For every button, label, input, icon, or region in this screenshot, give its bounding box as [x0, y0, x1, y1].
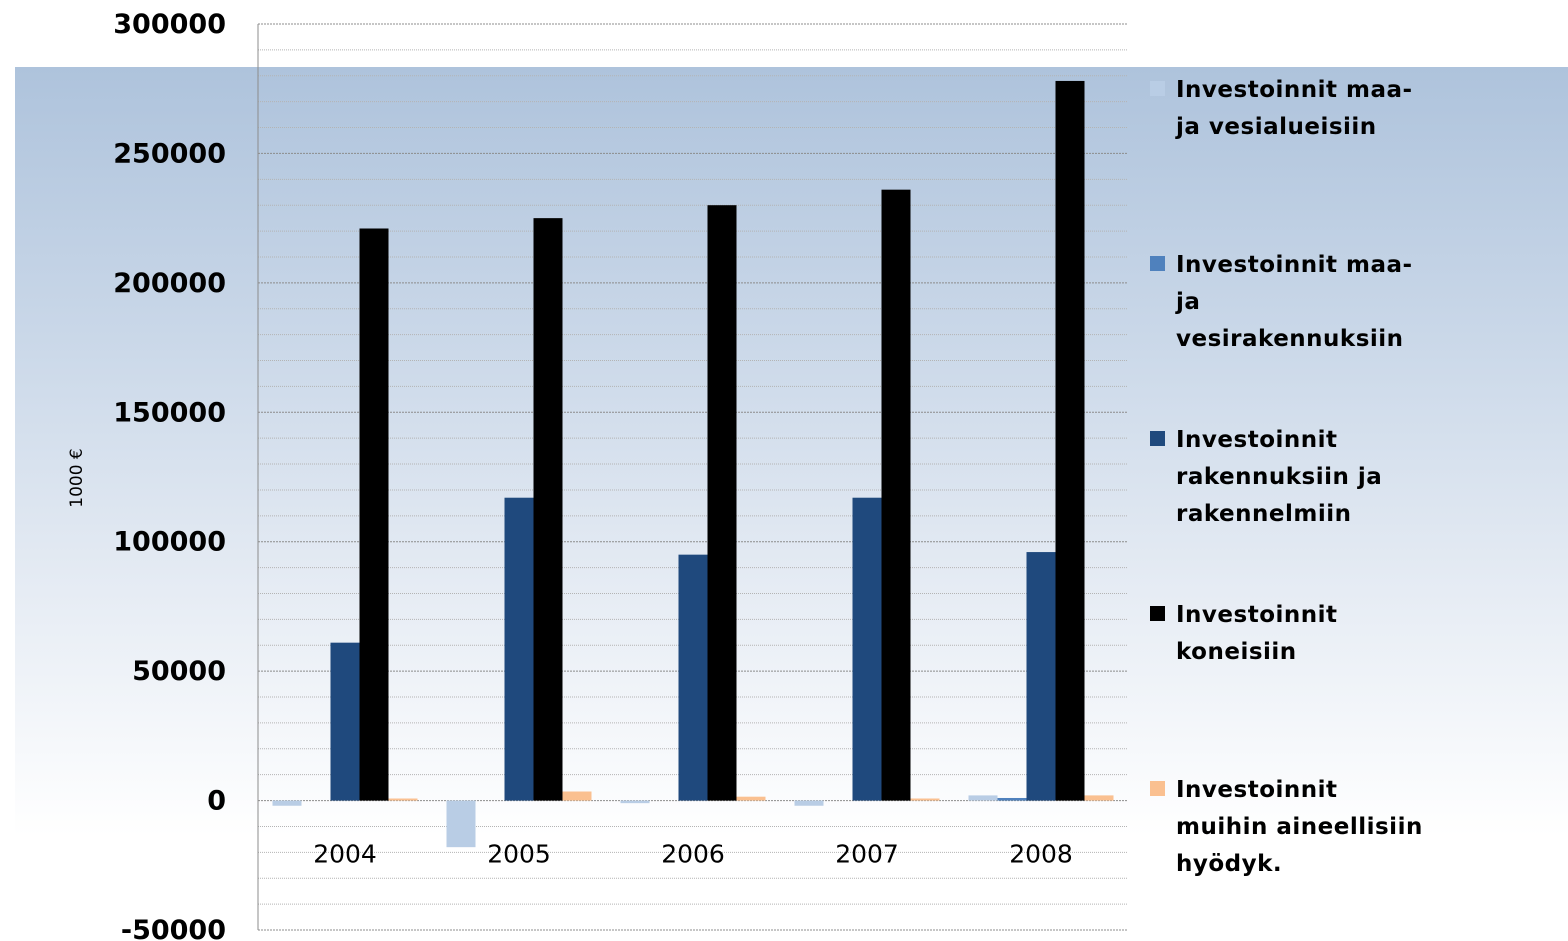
x-tick-label: 2005: [487, 840, 551, 869]
legend-swatch: [1150, 256, 1165, 271]
x-tick-label: 2006: [661, 840, 725, 869]
legend-swatch: [1150, 781, 1165, 796]
bar-2005-series-5: [562, 791, 592, 801]
bar-2005-series-4: [533, 218, 563, 801]
bar-2005-series-3: [504, 497, 534, 801]
x-tick-label: 2008: [1009, 840, 1073, 869]
bar-2006-series-5: [736, 796, 766, 801]
legend-swatch: [1150, 81, 1165, 96]
bar-2008-series-1: [968, 795, 998, 801]
legend-item: Investoinnit koneisiin: [1150, 597, 1338, 671]
bar-2008-series-5: [1084, 795, 1114, 801]
bar-2008-series-3: [1026, 552, 1056, 801]
legend: Investoinnit maa- ja vesialueisiin Invest…: [1150, 0, 1560, 941]
y-axis-label: 1000 €: [67, 448, 87, 507]
y-tick-label: 0: [207, 786, 226, 817]
bar-2007-series-1: [794, 800, 824, 806]
bar-2004-series-1: [272, 800, 302, 806]
bar-2007-series-4: [881, 189, 911, 801]
x-axis-ticks: 2004 2005 2006 2007 2008: [313, 840, 1073, 869]
legend-item: Investoinnit maa- ja vesirakennuksiin: [1150, 247, 1413, 358]
legend-label: Investoinnit koneisiin: [1176, 602, 1338, 665]
legend-item: Investoinnit maa- ja vesialueisiin: [1150, 72, 1413, 146]
bar-2005-series-1: [446, 800, 476, 848]
y-axis-ticks: 300000 250000 200000 150000 100000 50000 0 -500…: [113, 9, 226, 941]
bar-2004-series-5: [388, 798, 418, 801]
chart-background-panel: [15, 67, 1568, 941]
bar-2004-series-4: [359, 228, 389, 801]
bar-2008-series-2: [997, 797, 1027, 801]
y-tick-label: 150000: [113, 397, 226, 428]
legend-item: Investoinnit muihin aineellisiin hyödyk.: [1150, 772, 1423, 883]
y-tick-label: 300000: [113, 9, 226, 40]
bar-2008-series-4: [1055, 80, 1085, 801]
bar-2006-series-4: [707, 205, 737, 801]
bar-2004-series-3: [330, 642, 360, 801]
y-tick-label: -50000: [121, 915, 226, 941]
legend-label: Investoinnit rakennuksiin ja rakennelmii…: [1176, 427, 1383, 527]
legend-swatch: [1150, 431, 1165, 446]
bar-2006-series-3: [678, 554, 708, 801]
legend-swatch: [1150, 606, 1165, 621]
legend-label: Investoinnit maa- ja vesirakennuksiin: [1176, 252, 1413, 352]
bar-2006-series-1: [620, 800, 650, 804]
y-tick-label: 100000: [113, 527, 226, 558]
x-tick-label: 2007: [835, 840, 899, 869]
x-tick-label: 2004: [313, 840, 377, 869]
bar-2007-series-5: [910, 798, 940, 801]
legend-label: Investoinnit muihin aineellisiin hyödyk.: [1176, 777, 1423, 877]
legend-item: Investoinnit rakennuksiin ja rakennelmii…: [1150, 422, 1382, 533]
bars: [272, 80, 1114, 848]
bar-2007-series-3: [852, 497, 882, 801]
legend-label: Investoinnit maa- ja vesialueisiin: [1176, 77, 1413, 140]
y-tick-label: 200000: [113, 268, 226, 299]
y-tick-label: 250000: [113, 138, 226, 169]
y-tick-label: 50000: [132, 656, 226, 687]
